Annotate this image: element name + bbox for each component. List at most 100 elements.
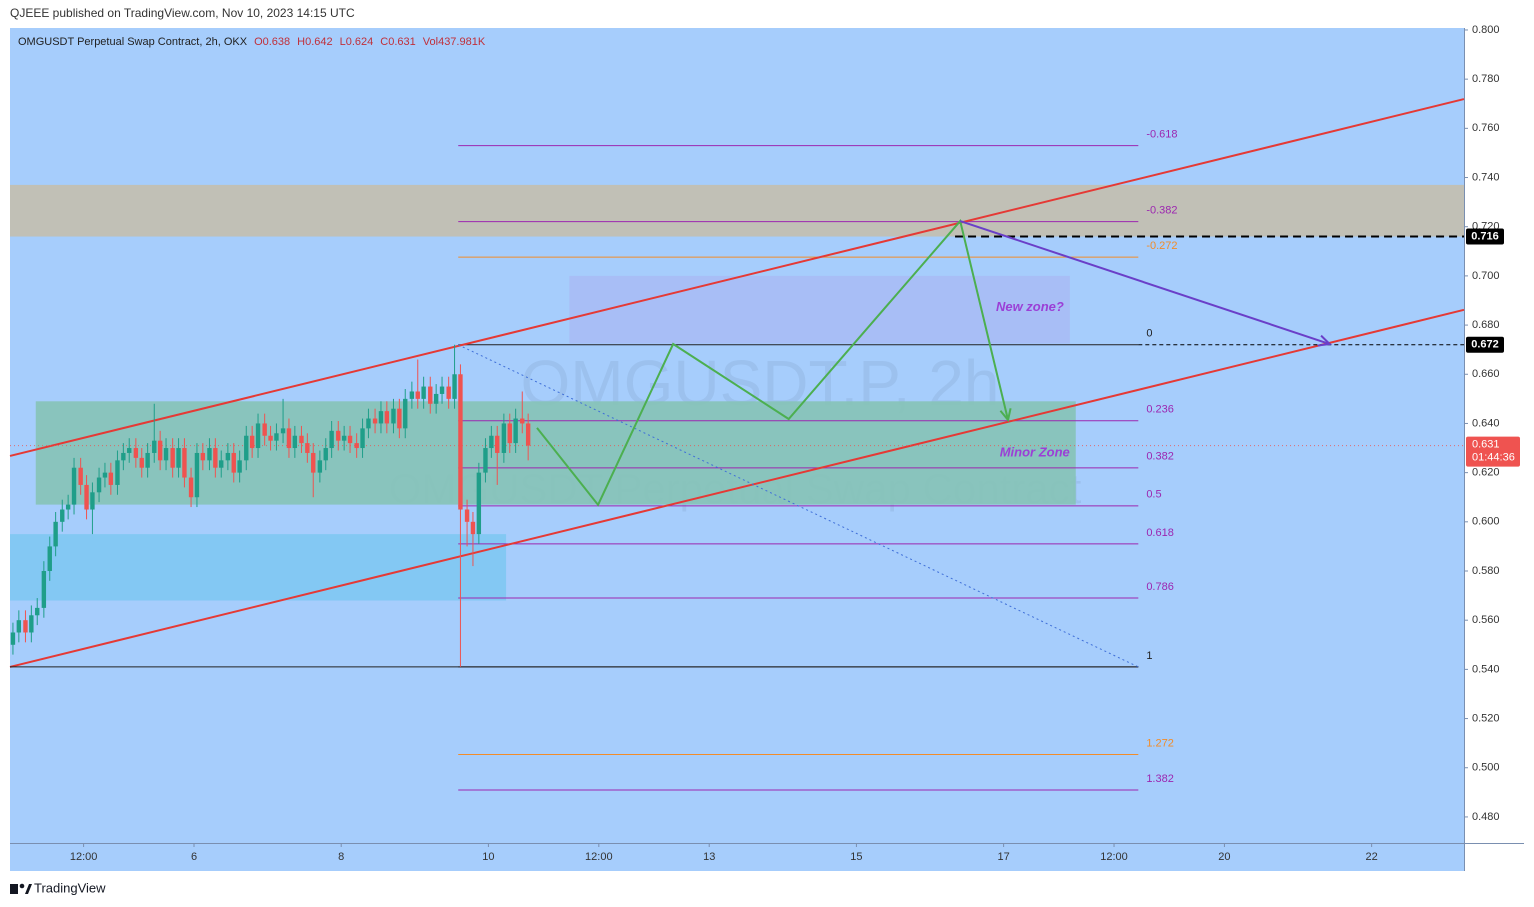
candle-body bbox=[501, 423, 507, 453]
countdown: 01:44:36 bbox=[1472, 451, 1515, 463]
candle-body bbox=[108, 472, 114, 485]
fib-label: -0.382 bbox=[1146, 205, 1177, 217]
layer: OMGUSDT.P, 2hOMGUSDT Perpetual Swap Cont… bbox=[9, 24, 1520, 863]
candle-body bbox=[329, 430, 334, 449]
candle-body bbox=[145, 452, 150, 468]
candle-body bbox=[219, 460, 224, 468]
y-tick-label: 0.760 bbox=[1472, 122, 1500, 134]
candle-body bbox=[176, 448, 181, 468]
ohlc-value: L0.624 bbox=[340, 36, 374, 48]
last-price-badge bbox=[1466, 436, 1520, 467]
candle-body bbox=[439, 386, 445, 394]
y-tick-label: 0.560 bbox=[1472, 614, 1500, 626]
x-tick-label: 22 bbox=[1366, 851, 1378, 863]
candle-body bbox=[23, 620, 28, 633]
y-tick-label: 0.580 bbox=[1472, 565, 1500, 577]
fib-label: 1.272 bbox=[1146, 737, 1174, 749]
candle-body bbox=[231, 452, 236, 473]
candle-body bbox=[188, 477, 194, 498]
fib-label: -0.618 bbox=[1146, 129, 1177, 141]
candle-body bbox=[391, 408, 396, 424]
candle-body bbox=[127, 448, 132, 453]
candle-body bbox=[354, 443, 359, 449]
candle-body bbox=[470, 521, 476, 535]
candle-body bbox=[71, 467, 77, 505]
candle-body bbox=[299, 435, 304, 444]
arrow-head bbox=[999, 408, 1012, 423]
fib-label: 1 bbox=[1146, 650, 1152, 662]
candle-body bbox=[341, 435, 347, 441]
y-tick-label: 0.800 bbox=[1472, 24, 1500, 36]
price-badge bbox=[1466, 336, 1504, 353]
candle-body bbox=[268, 435, 273, 441]
candle-body bbox=[397, 408, 402, 429]
candle-body bbox=[464, 509, 470, 522]
x-tick-label: 10 bbox=[482, 851, 494, 863]
candle-body bbox=[84, 484, 89, 510]
x-tick-label: 12:00 bbox=[70, 851, 98, 863]
candle-body bbox=[60, 509, 65, 522]
candle-body bbox=[115, 460, 120, 485]
fib-label: 0.618 bbox=[1146, 527, 1174, 539]
trend-line bbox=[9, 98, 1465, 457]
zone-label: Minor Zone bbox=[1000, 444, 1070, 459]
y-tick-label: 0.540 bbox=[1472, 663, 1500, 675]
candle-body bbox=[520, 418, 525, 424]
trend-line bbox=[9, 308, 1465, 668]
candle-body bbox=[139, 457, 144, 468]
legend-title: OMGUSDT Perpetual Swap Contract, 2h, OKX bbox=[18, 36, 248, 48]
x-tick-label: 12:00 bbox=[585, 851, 613, 863]
candle-body bbox=[476, 472, 482, 535]
candle-body bbox=[286, 428, 292, 449]
candle-body bbox=[47, 546, 52, 572]
y-tick-label: 0.780 bbox=[1472, 73, 1500, 85]
candle-body bbox=[384, 411, 390, 424]
fib-label: 0.5 bbox=[1146, 489, 1161, 501]
legend: OMGUSDT Perpetual Swap Contract, 2h, OKX… bbox=[18, 36, 486, 48]
candle-body bbox=[262, 423, 267, 436]
candle-body bbox=[78, 467, 83, 485]
y-tick-label: 0.700 bbox=[1472, 270, 1500, 282]
fib-label: -0.272 bbox=[1146, 240, 1177, 252]
last-price-label: 0.631 bbox=[1472, 438, 1500, 450]
candle-body bbox=[10, 632, 16, 645]
ohlc-value: Vol437.981K bbox=[423, 36, 486, 48]
fib-label: 0.236 bbox=[1146, 404, 1174, 416]
candle-body bbox=[244, 435, 249, 461]
candle-body bbox=[249, 435, 255, 449]
candle-body bbox=[182, 448, 187, 478]
x-tick-label: 20 bbox=[1218, 851, 1230, 863]
candle-body bbox=[525, 423, 531, 446]
candle-body bbox=[415, 391, 420, 399]
y-tick-label: 0.500 bbox=[1472, 762, 1500, 774]
candle-body bbox=[360, 428, 365, 449]
candle-body bbox=[35, 607, 40, 616]
candle-body bbox=[433, 393, 439, 404]
candle-body bbox=[409, 391, 415, 399]
publisher: QJEEE published on TradingView.com, Nov … bbox=[10, 6, 355, 20]
y-tick-label: 0.680 bbox=[1472, 319, 1500, 331]
candle-body bbox=[133, 448, 139, 458]
candle-body bbox=[274, 433, 279, 441]
candle-body bbox=[280, 428, 286, 434]
candle-body bbox=[317, 460, 323, 473]
price-badge bbox=[1466, 228, 1504, 245]
candle-body bbox=[207, 448, 212, 461]
price-badge-label: 0.672 bbox=[1471, 339, 1499, 351]
candle-body bbox=[513, 418, 518, 444]
zone-label: New zone? bbox=[996, 299, 1064, 314]
trend-line bbox=[458, 344, 1139, 668]
x-tick-label: 8 bbox=[338, 851, 344, 863]
y-tick-label: 0.740 bbox=[1472, 171, 1500, 183]
candle-body bbox=[403, 398, 408, 429]
candle-body bbox=[96, 477, 102, 493]
candle-body bbox=[255, 423, 261, 449]
candle-body bbox=[152, 440, 157, 453]
zone bbox=[569, 275, 1070, 344]
y-tick-label: 0.600 bbox=[1472, 516, 1500, 528]
candle-body bbox=[194, 452, 200, 498]
candle-body bbox=[102, 472, 108, 478]
fib-label: 0.786 bbox=[1146, 581, 1174, 593]
